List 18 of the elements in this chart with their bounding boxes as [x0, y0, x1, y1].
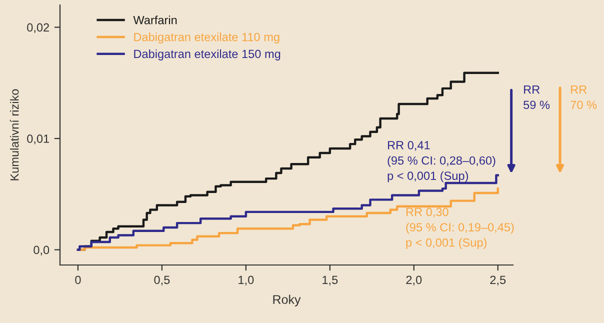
legend-label: Warfarin [133, 16, 177, 24]
legend-label: Dabigatran etexilate 150 mg [134, 49, 280, 60]
y-tick-label: 0,01 [27, 134, 50, 144]
x-tick-label: 2,0 [406, 276, 422, 286]
annotation: RR 0,41 (95 % CI: 0,28–0,60) p < 0,001 (Sup) [388, 141, 496, 182]
y-axis-title: Kumulativní riziko [10, 89, 19, 180]
text: RR 70 % [570, 86, 597, 110]
x-tick-label: 0 [75, 276, 81, 284]
y-tick-label: 0,0 [34, 246, 50, 256]
y-tick-label: 0,02 [27, 23, 49, 34]
text: RR 59 % [524, 86, 550, 110]
x-tick-label: 1,5 [322, 276, 338, 286]
annotation: RR 0,30 (95 % CI: 0,19–0,45) p < 0,001 (Sup) [406, 208, 514, 250]
legend-label: Dabigatran etexilate 110 mg [134, 32, 280, 44]
x-tick-label: 2,5 [490, 276, 506, 286]
x-tick-label: 1,0 [238, 276, 254, 286]
x-axis-title: Roky [273, 294, 301, 306]
x-tick-label: 0,5 [154, 276, 170, 286]
